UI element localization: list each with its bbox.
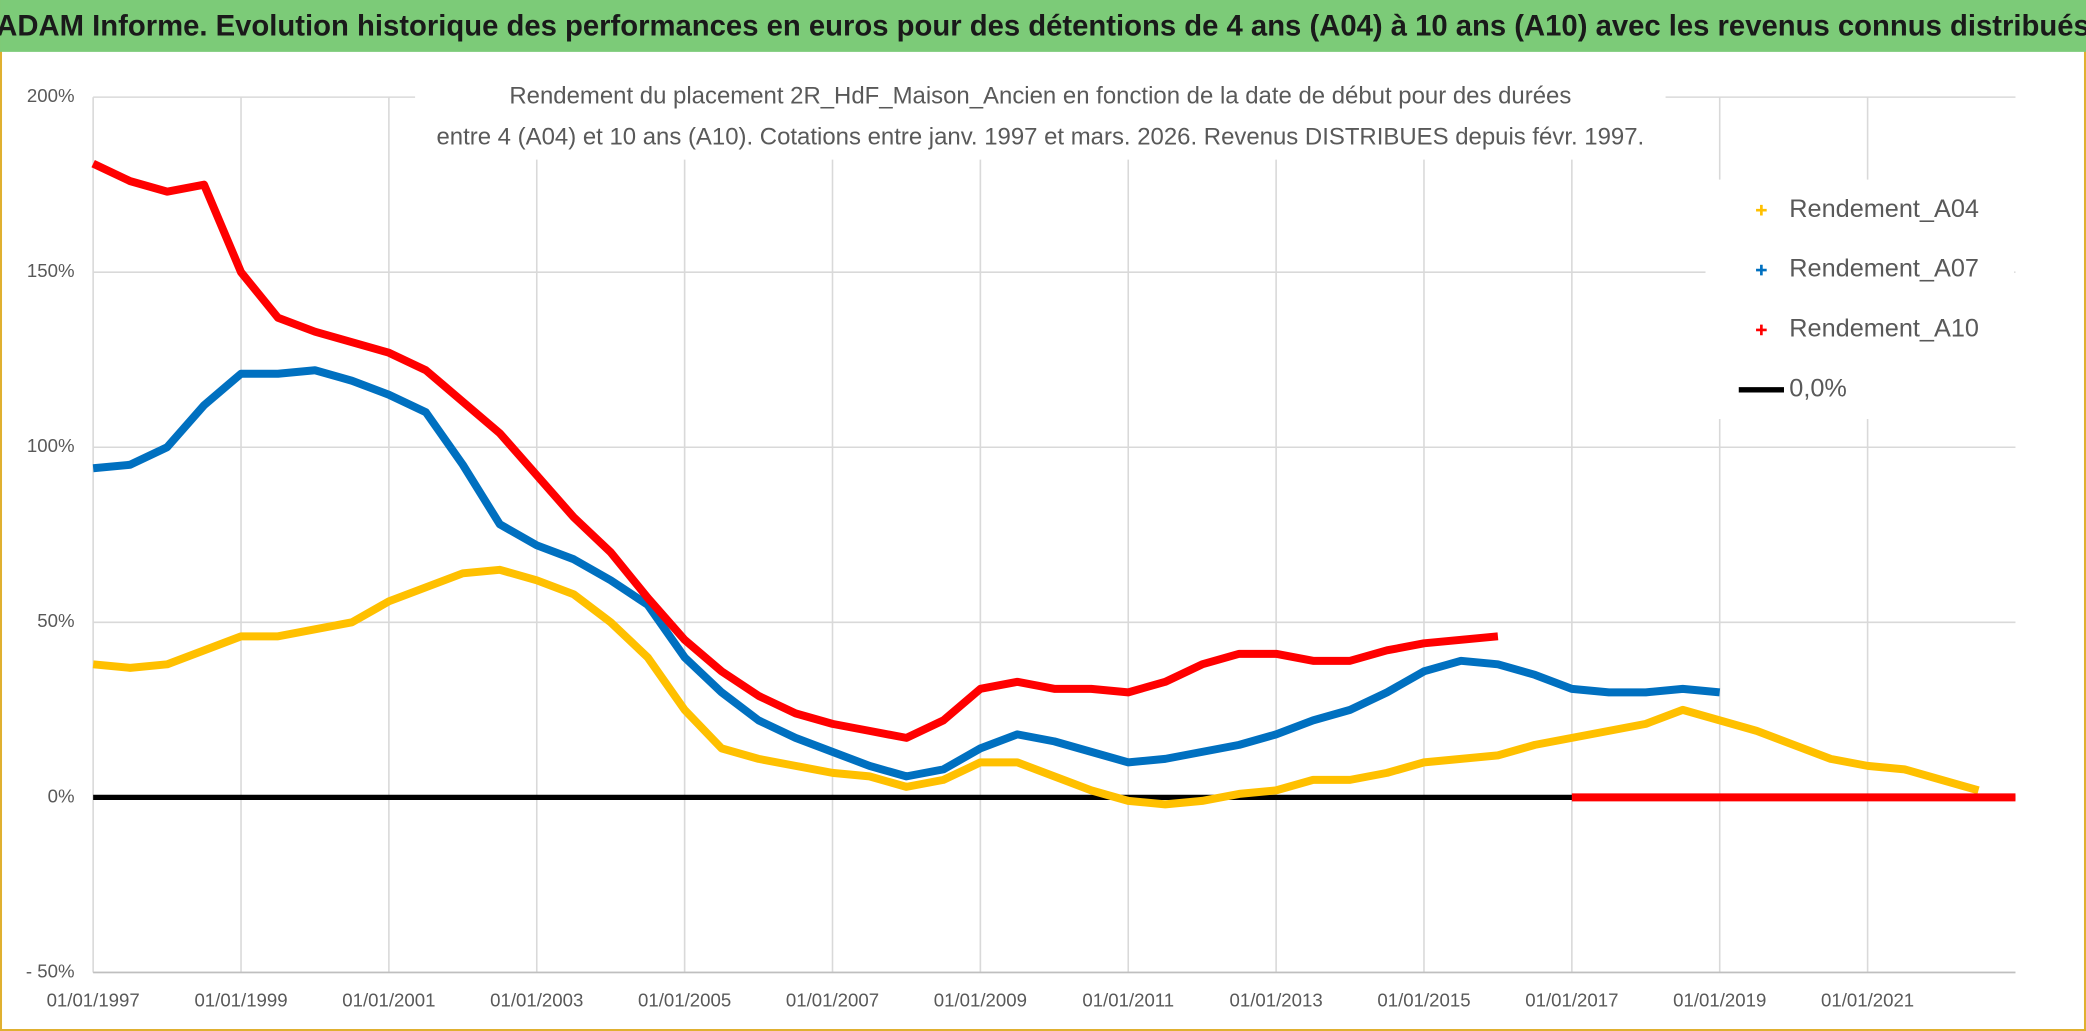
x-tick-label: 01/01/2013: [1230, 990, 1323, 1011]
x-tick-label: 01/01/2007: [786, 990, 879, 1011]
legend-label: 0,0%: [1789, 374, 1847, 402]
series-line: [92, 565, 1980, 809]
series-line: [91, 160, 1499, 742]
legend-box: [1705, 179, 2015, 420]
series-group: [91, 160, 2016, 809]
legend-marker: [1756, 324, 1767, 336]
x-tick-label: 01/01/2001: [342, 990, 435, 1011]
x-tick-label: 01/01/2017: [1525, 990, 1618, 1011]
legend-label: Rendement_A04: [1789, 195, 1979, 223]
page-title: ADAM Informe. Evolution historique des p…: [0, 11, 2086, 43]
x-tick-label: 01/01/2003: [490, 990, 583, 1011]
y-tick-label: - 50%: [26, 960, 75, 981]
chart-title-box: [415, 77, 1666, 160]
x-tick-label: 01/01/2021: [1821, 990, 1914, 1011]
x-tick-label: 01/01/2011: [1082, 990, 1174, 1011]
y-tick-label: 150%: [27, 260, 75, 281]
x-tick-label: 01/01/2005: [638, 990, 731, 1011]
legend-label: Rendement_A10: [1789, 315, 1979, 343]
y-tick-label: 0%: [48, 785, 75, 806]
x-tick-label: 01/01/2009: [934, 990, 1027, 1011]
series-line: [92, 366, 1721, 781]
legend-label: Rendement_A07: [1789, 255, 1979, 283]
legend-marker: [1756, 264, 1767, 276]
chart-title: entre 4 (A04) et 10 ans (A10). Cotations…: [436, 124, 1644, 151]
x-tick-label: 01/01/1997: [47, 990, 140, 1011]
header-band: [0, 0, 2086, 52]
y-tick-label: 100%: [27, 435, 75, 456]
y-tick-label: 50%: [37, 610, 74, 631]
legend-marker: [1756, 204, 1767, 216]
legend: Rendement_A04 Rendement_A07 Rendement_A10 0…: [1738, 195, 1979, 402]
x-tick-label: 01/01/2019: [1673, 990, 1766, 1011]
x-tick-label: 01/01/1999: [194, 990, 287, 1011]
chart-title: Rendement du placement 2R_HdF_Maison_Anc…: [509, 82, 1571, 109]
y-tick-label: 200%: [27, 85, 75, 106]
x-tick-label: 01/01/2015: [1377, 990, 1470, 1011]
